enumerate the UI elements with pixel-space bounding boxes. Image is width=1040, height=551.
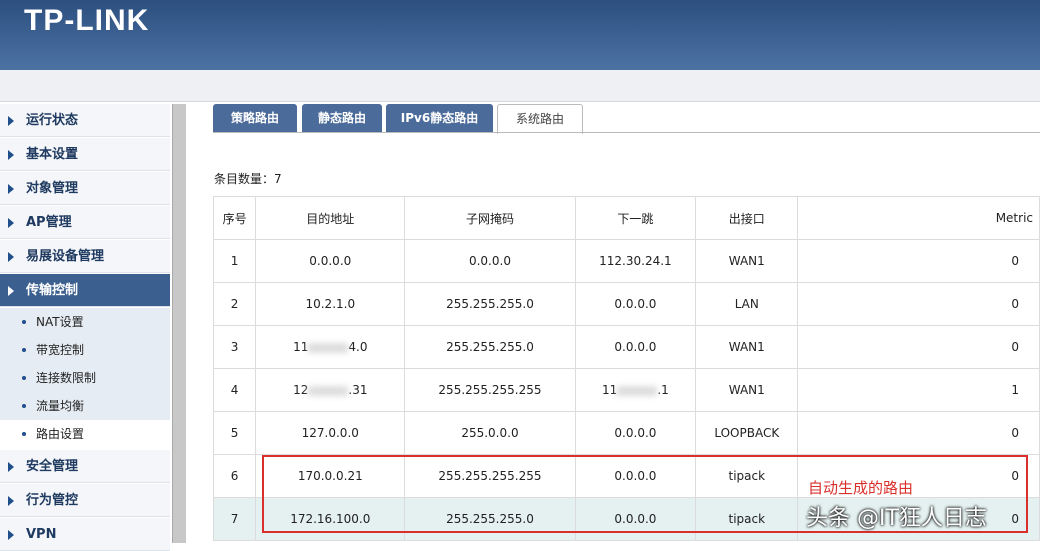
table-row: 6 170.0.0.21 255.255.255.255 0.0.0.0 tipack 0: [212, 454, 1040, 498]
cell-text: 11: [602, 383, 618, 397]
table-cell: LOOPBACK: [695, 411, 799, 455]
table-cell: 255.255.255.0: [404, 497, 576, 541]
table-cell: WAN1: [695, 368, 799, 412]
table-row: 5 127.0.0.0 255.0.0.0 0.0.0.0 LOOPBACK 0: [212, 411, 1040, 455]
table-cell: LAN: [695, 282, 799, 326]
menu-item[interactable]: 行为管控: [0, 484, 170, 517]
table-cell: 10.2.1.0: [255, 282, 406, 326]
tab-line: [213, 132, 1040, 133]
menu-item[interactable]: 易展设备管理: [0, 240, 170, 273]
menu-item[interactable]: 安全管理: [0, 450, 170, 483]
entry-count: 条目数量：7: [214, 170, 282, 187]
table-cell: 255.255.255.255: [404, 454, 576, 498]
table-cell: 0.0.0.0: [574, 325, 697, 369]
table-cell: WAN1: [695, 239, 799, 283]
table-cell: 2: [212, 282, 257, 326]
toolbar: [0, 70, 1040, 102]
table-cell: 0.0.0.0: [574, 497, 697, 541]
table-cell: 0.0.0.0: [404, 239, 576, 283]
table-cell: 0.0.0.0: [574, 411, 697, 455]
cell-text: 11: [293, 340, 309, 354]
table-cell: WAN1: [695, 325, 799, 369]
table-cell: 5: [212, 411, 257, 455]
column-header: 下一跳: [574, 196, 697, 240]
cell-text: .31: [348, 383, 368, 397]
menu-item[interactable]: 基本设置: [0, 138, 170, 171]
count-label: 条目数量：: [214, 172, 275, 186]
column-header: 目的地址: [255, 196, 406, 240]
highlight-box: [262, 455, 1028, 533]
submenu-item[interactable]: 路由设置: [0, 420, 170, 448]
table-cell: 3: [212, 325, 257, 369]
menu-item[interactable]: VPN: [0, 518, 170, 551]
table-row: 2 10.2.1.0 255.255.255.0 0.0.0.0 LAN 0: [212, 282, 1040, 326]
redaction: [308, 385, 349, 396]
table-row: 7 172.16.100.0 255.255.255.0 0.0.0.0 tipack 0: [212, 497, 1040, 541]
table-cell: 0: [797, 325, 1040, 369]
menu-item[interactable]: 运行状态: [0, 104, 170, 137]
scrollbar[interactable]: [172, 104, 186, 543]
table-cell: tipack: [695, 497, 799, 541]
table-cell: 1: [212, 239, 257, 283]
table-cell: 172.16.100.0: [255, 497, 406, 541]
route-table: 序号 目的地址 子网掩码 下一跳 出接口 Metric 1 0.0.0.0 0.0.0.0 112…: [212, 196, 1040, 541]
table-cell: 255.0.0.0: [404, 411, 576, 455]
table-cell: 1: [797, 368, 1040, 412]
logo: TP-LINK: [24, 4, 150, 37]
table-cell: 11 4.0: [255, 325, 406, 369]
redaction: [308, 342, 349, 353]
table-row: 3 11 4.0 255.255.255.0 0.0.0.0 WAN1 0: [212, 325, 1040, 369]
table-cell: 6: [212, 454, 257, 498]
table-cell: 4: [212, 368, 257, 412]
table-cell: 0: [797, 497, 1040, 541]
header: TP-LINK: [0, 0, 1040, 70]
table-row: 4 12.31 255.255.255.255 11.1 WAN1 1: [212, 368, 1040, 412]
table-cell: 255.255.255.0: [404, 325, 576, 369]
menu-item[interactable]: 传输控制: [0, 274, 170, 307]
cell-text: 12: [293, 383, 309, 397]
table-cell: 0: [797, 239, 1040, 283]
menu-item[interactable]: 对象管理: [0, 172, 170, 205]
count-value: 7: [274, 172, 282, 186]
menu-item[interactable]: AP管理: [0, 206, 170, 239]
table-cell: 0: [797, 282, 1040, 326]
submenu-item[interactable]: 流量均衡: [0, 392, 170, 420]
submenu-item[interactable]: 连接数限制: [0, 364, 170, 392]
tab[interactable]: IPv6静态路由: [386, 104, 493, 132]
table-cell: 7: [212, 497, 257, 541]
redaction: [617, 385, 658, 396]
tab[interactable]: 策略路由: [213, 104, 297, 132]
table-cell: 0.0.0.0: [255, 239, 406, 283]
header-row: 序号 目的地址 子网掩码 下一跳 出接口 Metric: [212, 196, 1040, 240]
column-header: 出接口: [695, 196, 799, 240]
cell-text: .1: [657, 383, 669, 397]
submenu-item[interactable]: 带宽控制: [0, 336, 170, 364]
sidebar: 运行状态 基本设置 对象管理 AP管理 易展设备管理 传输控制 NAT设置 带宽控制 连接数限制…: [0, 102, 172, 551]
table-cell: 112.30.24.1: [574, 239, 697, 283]
table-row: 1 0.0.0.0 0.0.0.0 112.30.24.1 WAN1 0: [212, 239, 1040, 283]
annotation: 自动生成的路由: [808, 479, 914, 497]
column-header: Metric: [797, 196, 1040, 240]
table-cell: 255.255.255.0: [404, 282, 576, 326]
table-cell: 0: [797, 411, 1040, 455]
table-cell: 12.31: [255, 368, 406, 412]
table-cell: 0.0.0.0: [574, 282, 697, 326]
table-cell: 127.0.0.0: [255, 411, 406, 455]
tab[interactable]: 静态路由: [302, 104, 382, 132]
column-header: 序号: [212, 196, 257, 240]
submenu-item[interactable]: NAT设置: [0, 308, 170, 336]
table-cell: 255.255.255.255: [404, 368, 576, 412]
tab[interactable]: 系统路由: [497, 104, 583, 134]
column-header: 子网掩码: [404, 196, 576, 240]
watermark: 头条 @IT狂人日志: [806, 506, 987, 531]
cell-text: 4.0: [348, 340, 368, 354]
table-cell: 11.1: [574, 368, 697, 412]
